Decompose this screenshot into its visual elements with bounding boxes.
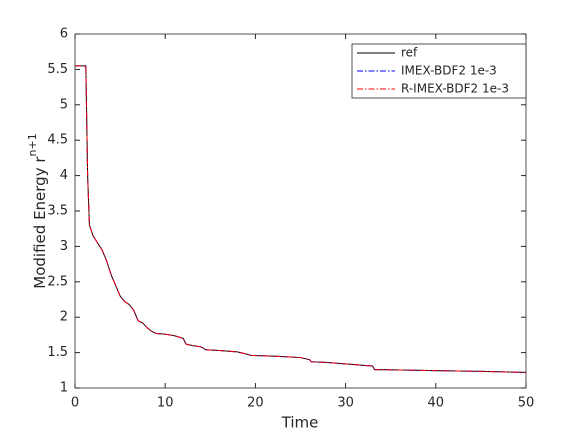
x-tick-label: 50 [518,396,535,411]
y-tick-label: 5.5 [47,62,68,77]
y-tick-label: 2 [60,310,68,325]
y-tick-label: 4 [60,168,68,183]
y-tick-label: 3.5 [47,204,68,219]
x-tick-label: 20 [247,396,264,411]
y-tick-label: 6 [60,27,68,42]
axes-box [74,33,527,389]
legend-label: ref [401,46,418,60]
x-tick-label: 30 [337,396,354,411]
y-tick-label: 1.5 [47,345,68,360]
y-tick-label: 3 [60,239,68,254]
y-tick-label: 4.5 [47,133,68,148]
y-tick-label: 5 [60,97,68,112]
x-tick-label: 0 [71,396,79,411]
series-line [75,65,527,373]
y-tick-label: 1 [60,381,68,396]
x-axis-label: Time [281,414,319,432]
y-axis-label-superscript: n+1 [26,133,39,156]
legend-label: R-IMEX-BDF2 1e-3 [401,82,509,96]
x-tick-label: 40 [428,396,445,411]
x-tick-label: 10 [157,396,174,411]
y-tick-label: 2.5 [47,274,68,289]
y-axis-label: Modified Energy rn+1 [26,133,49,288]
legend-label: IMEX-BDF2 1e-3 [401,64,497,78]
y-axis-label-text: Modified Energy r [31,156,49,289]
